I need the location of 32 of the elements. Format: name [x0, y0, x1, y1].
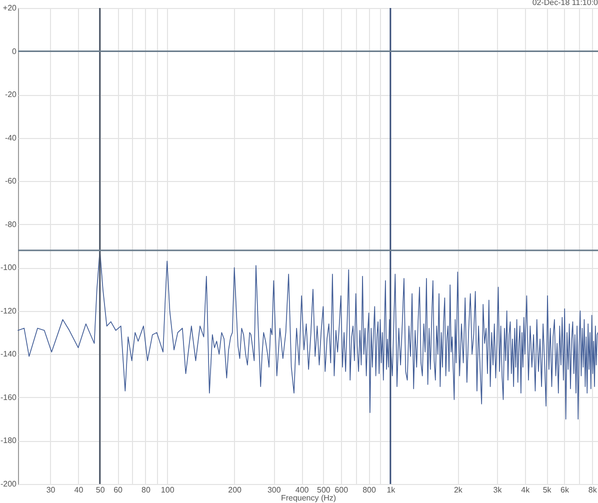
x-tick-label: 2k	[454, 486, 464, 494]
x-tick-label: 8k	[588, 486, 598, 494]
y-tick-label: -80	[4, 220, 18, 229]
x-tick-label: 400	[295, 486, 310, 494]
x-tick-label: 200	[228, 486, 242, 494]
x-tick-label: 60	[114, 486, 124, 494]
y-tick-label: -60	[4, 176, 18, 186]
x-tick-label: 5k	[542, 486, 552, 494]
x-tick-label: 1k	[386, 486, 396, 494]
y-tick-label: -120	[0, 306, 18, 316]
x-tick-label: 3k	[493, 486, 503, 494]
y-tick-label: -40	[4, 133, 18, 142]
x-tick-label: 40	[74, 486, 84, 494]
y-tick-label: -20	[4, 90, 18, 100]
x-tick-label: 300	[267, 486, 282, 494]
y-tick-label: -100	[0, 263, 18, 272]
y-tick-label: -160	[0, 392, 18, 402]
x-tick-label: 80	[141, 486, 151, 494]
y-tick-label: +20	[2, 4, 18, 12]
x-tick-label: 50	[96, 486, 106, 494]
x-tick-label: 500	[317, 486, 331, 494]
x-tick-label: 800	[362, 486, 376, 494]
x-tick-label: 100	[160, 486, 175, 494]
x-tick-label: 600	[334, 486, 349, 494]
x-tick-label: 30	[46, 486, 56, 494]
y-tick-label: -180	[0, 436, 18, 446]
x-tick-label: 6k	[560, 486, 570, 494]
y-tick-label: 0	[12, 46, 18, 56]
y-tick-label: -140	[0, 350, 18, 359]
x-tick-label: 4k	[521, 486, 531, 494]
y-tick-label: -200	[0, 480, 18, 488]
x-axis-title: Frequency (Hz)	[280, 494, 336, 502]
